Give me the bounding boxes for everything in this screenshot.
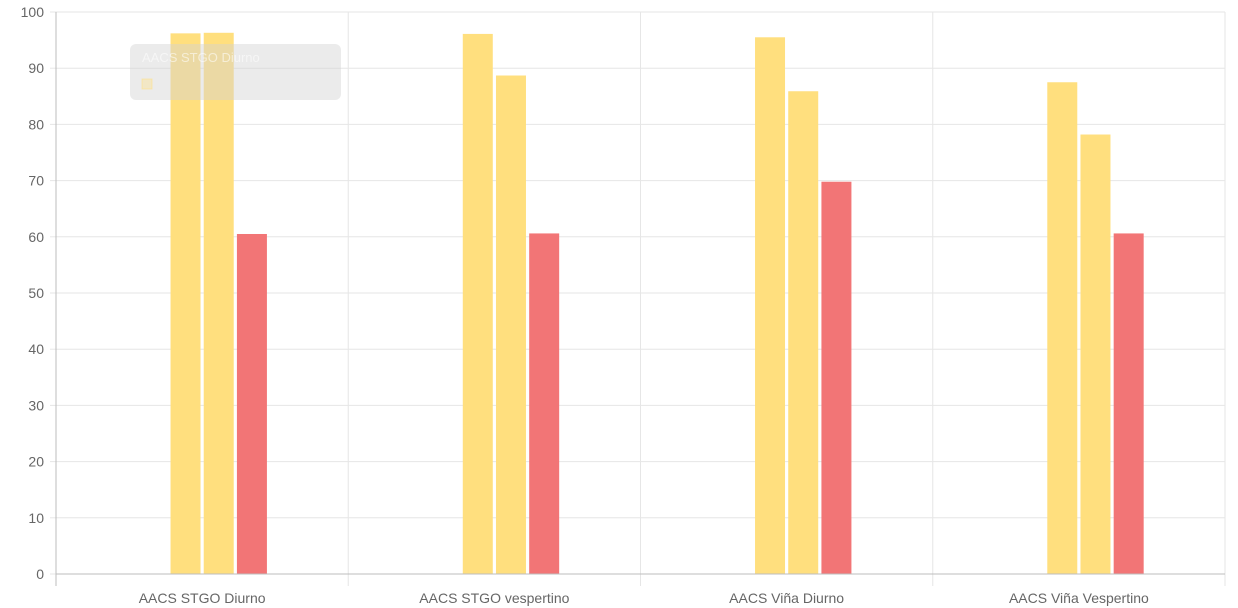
- y-tick-label: 20: [28, 454, 44, 470]
- tooltip-swatch: [141, 78, 153, 90]
- y-tick-label: 40: [28, 341, 44, 357]
- bar[interactable]: [495, 75, 526, 575]
- y-tick-label: 10: [28, 510, 44, 526]
- bar[interactable]: [203, 32, 234, 574]
- tooltip-box: [130, 44, 341, 100]
- bar[interactable]: [462, 33, 493, 575]
- x-category-label: AACS STGO Diurno: [139, 590, 266, 606]
- bar[interactable]: [236, 233, 267, 575]
- y-tick-label: 50: [28, 285, 44, 301]
- x-category-label: AACS Viña Diurno: [729, 590, 844, 606]
- y-tick-label: 30: [28, 397, 44, 413]
- bar[interactable]: [1047, 82, 1078, 574]
- bar[interactable]: [1080, 134, 1111, 575]
- y-tick-label: 70: [28, 173, 44, 189]
- y-tick-label: 100: [21, 4, 45, 20]
- x-category-label: AACS Viña Vespertino: [1009, 590, 1149, 606]
- bar[interactable]: [788, 91, 819, 574]
- bar[interactable]: [755, 37, 786, 575]
- y-tick-label: 80: [28, 116, 44, 132]
- tooltip: AACS STGO Diurno: [130, 44, 341, 100]
- bar[interactable]: [529, 233, 560, 575]
- axis-layer: 0 10 20 30 40 50 60 70 80 90 100 AACS STGO Diurno AA…: [21, 4, 1225, 606]
- y-tick-label: 60: [28, 229, 44, 245]
- y-tick-label: 90: [28, 60, 44, 76]
- x-category-label: AACS STGO vespertino: [419, 590, 569, 606]
- bar[interactable]: [170, 33, 201, 574]
- y-tick-label: 0: [36, 566, 44, 582]
- bar[interactable]: [1113, 233, 1144, 575]
- tooltip-title: AACS STGO Diurno: [142, 50, 260, 65]
- bars-layer: [170, 32, 1144, 575]
- bar[interactable]: [821, 181, 852, 574]
